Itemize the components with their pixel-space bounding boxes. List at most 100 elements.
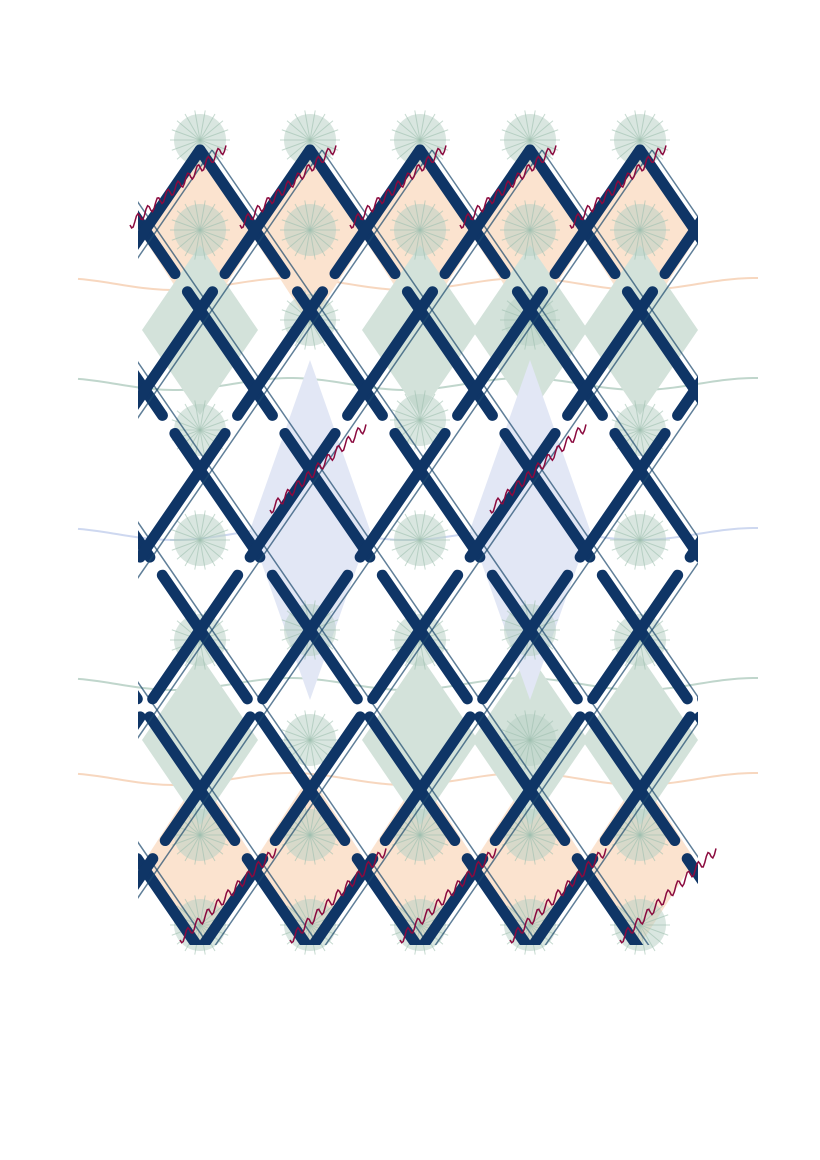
crimson-wave xyxy=(349,145,447,229)
fuzz-stroke xyxy=(529,713,546,741)
fuzz-stroke xyxy=(176,834,201,855)
fuzz-stroke xyxy=(194,539,201,570)
fuzz-stroke xyxy=(506,720,531,741)
fuzz-stroke xyxy=(304,200,311,231)
fuzz-stroke xyxy=(639,924,669,936)
fuzz-stroke xyxy=(309,834,334,855)
fuzz-stroke xyxy=(624,113,641,141)
fuzz-stroke xyxy=(419,139,449,151)
fuzz-stroke xyxy=(199,210,224,231)
navy-stroke xyxy=(196,215,698,945)
fuzz-stroke xyxy=(199,834,229,846)
fuzz-stroke xyxy=(419,834,444,855)
fuzz-stroke xyxy=(639,139,664,160)
fuzz-stroke xyxy=(419,520,444,541)
fuzz-stroke xyxy=(524,739,531,770)
fuzz-stroke xyxy=(294,739,311,767)
navy-thin-stroke xyxy=(138,149,543,739)
fuzz-stroke xyxy=(396,139,421,160)
fuzz-stroke xyxy=(391,219,421,231)
fuzz-stroke xyxy=(506,834,531,855)
fuzz-stroke xyxy=(514,229,531,257)
fuzz-stroke xyxy=(199,229,206,260)
fuzz-stroke xyxy=(199,203,216,231)
fuzz-stroke xyxy=(616,520,641,541)
fuzz-stroke xyxy=(419,110,426,141)
fuzz-stroke xyxy=(199,834,224,855)
fuzz-stroke xyxy=(184,539,201,567)
fuzz-stroke xyxy=(294,713,311,741)
fuzz-stroke xyxy=(171,539,201,551)
fuzz-stroke xyxy=(419,834,426,865)
fuzz-stroke xyxy=(396,120,421,141)
fuzz-stroke xyxy=(506,229,531,250)
fuzz-stroke xyxy=(501,129,531,141)
fuzz-stroke xyxy=(529,110,536,141)
fuzz-stroke xyxy=(529,203,546,231)
fuzz-stroke xyxy=(414,390,421,421)
navy-thin-stroke xyxy=(138,149,653,899)
fuzz-stroke xyxy=(286,229,311,250)
fuzz-stroke xyxy=(176,139,201,160)
fuzz-stroke xyxy=(309,200,316,231)
fuzz-stroke xyxy=(639,113,656,141)
fuzz-stroke xyxy=(414,510,421,541)
fuzz-stroke xyxy=(309,229,334,250)
fuzz-stroke xyxy=(529,229,546,257)
fuzz-stroke xyxy=(634,200,641,231)
fuzz-stroke xyxy=(524,805,531,836)
fuzz-stroke xyxy=(309,139,339,151)
fuzz-stroke xyxy=(391,409,421,421)
fuzz-stroke xyxy=(309,203,326,231)
fuzz-stroke xyxy=(176,210,201,231)
navy-stroke xyxy=(138,144,536,730)
fuzz-stroke xyxy=(396,539,421,560)
fuzz-stroke xyxy=(199,510,206,541)
fuzz-stroke xyxy=(304,110,311,141)
fuzz-stroke xyxy=(529,805,536,836)
fuzz-stroke xyxy=(419,113,436,141)
sage-diamond xyxy=(582,655,698,825)
fuzz-stroke xyxy=(639,924,646,955)
fuzz-stroke xyxy=(639,834,664,855)
fuzz-stroke xyxy=(199,539,224,560)
fuzz-stroke xyxy=(639,834,646,865)
fuzz-stroke xyxy=(414,539,421,570)
fuzz-stroke xyxy=(419,510,426,541)
fuzz-stroke xyxy=(639,229,656,257)
fuzz-stroke xyxy=(404,113,421,141)
fuzz-stroke xyxy=(639,229,646,260)
fuzz-stroke xyxy=(419,539,426,570)
fuzz-stroke xyxy=(419,229,426,260)
fuzz-stroke xyxy=(184,639,201,667)
fuzz-stroke xyxy=(404,639,421,667)
fuzz-stroke xyxy=(611,129,641,141)
fuzz-stroke xyxy=(404,203,421,231)
fuzz-stroke xyxy=(419,419,426,450)
fuzz-stroke xyxy=(529,229,554,250)
fuzz-stroke xyxy=(639,229,664,250)
fuzz-stroke xyxy=(199,229,216,257)
navy-thin-stroke xyxy=(214,241,698,945)
fuzz-stroke xyxy=(171,139,201,151)
fuzz-stroke xyxy=(309,110,316,141)
fuzz-stroke xyxy=(639,200,646,231)
navy-stroke xyxy=(526,695,698,945)
fuzz-stroke xyxy=(419,539,436,567)
sage-diamond xyxy=(362,655,478,825)
fuzz-stroke xyxy=(419,203,436,231)
fuzz-stroke xyxy=(304,739,311,770)
fuzz-stroke xyxy=(616,410,641,431)
fuzz-stroke xyxy=(414,229,421,260)
fuzz-stroke xyxy=(524,110,531,141)
fuzz-stroke xyxy=(639,400,646,431)
fuzz-stroke xyxy=(529,834,554,855)
fuzz-stroke xyxy=(199,219,229,231)
fuzz-stroke xyxy=(309,739,316,770)
crimson-wave xyxy=(509,848,607,944)
fuzz-stroke xyxy=(391,529,421,541)
crimson-wave xyxy=(179,848,277,944)
fuzz-stroke xyxy=(501,834,531,846)
navy-thin-stroke xyxy=(434,561,698,945)
